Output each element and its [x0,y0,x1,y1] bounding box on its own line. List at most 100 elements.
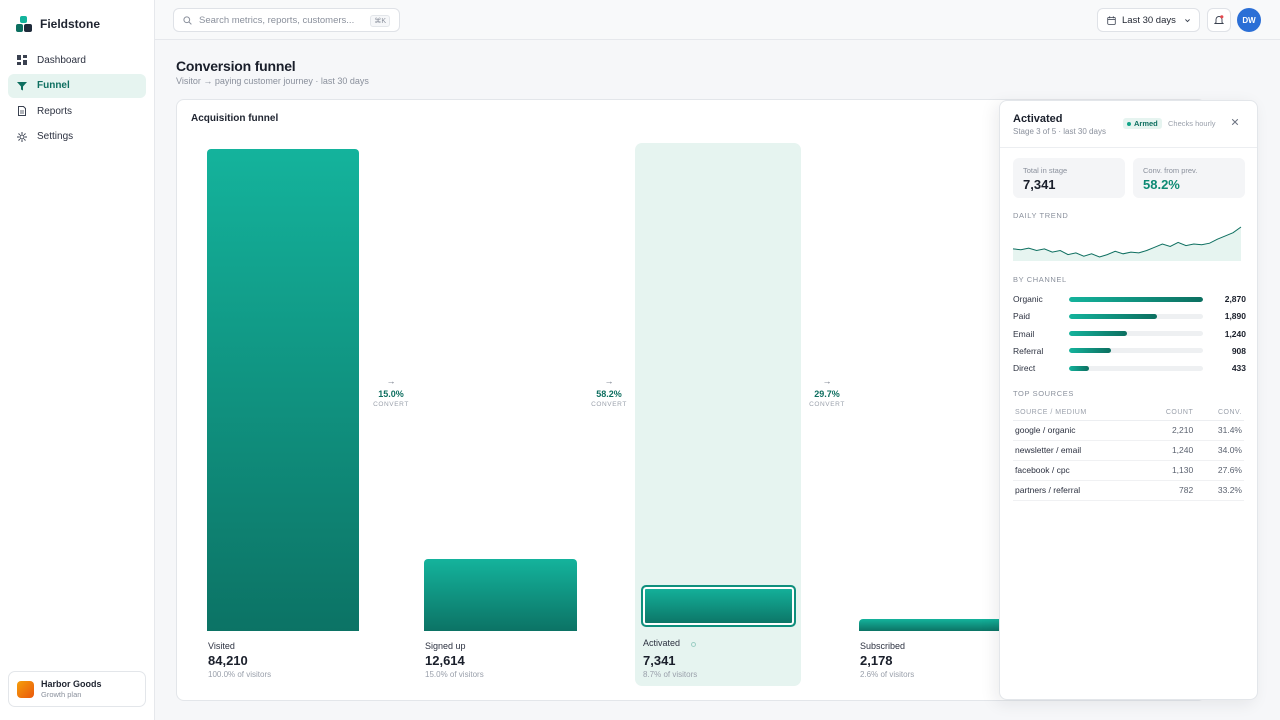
daily-trend-label: DAILY TREND [1013,211,1069,220]
channel-bar-fill [1069,365,1090,371]
status-badge: Armed [1123,118,1162,129]
stage-value: 2,178 [860,653,893,668]
funnel-bar-subscribed[interactable] [859,619,1011,631]
table-row[interactable]: facebook / cpc 1,130 27.6% [1013,460,1244,481]
arrow-right-icon: → [822,376,832,386]
sidebar-item-label: Settings [37,131,74,142]
panel-title: Activated [1013,113,1063,125]
channel-row-organic[interactable]: Organic 2,870 [1013,293,1246,305]
gear-icon [17,131,27,142]
channel-value: 1,240 [1224,328,1246,339]
source-cell: google / organic [1013,420,1141,441]
kpi-label: Conv. from prev. [1143,166,1198,175]
channel-value: 1,890 [1224,311,1246,322]
funnel-bar-activated[interactable] [641,585,796,627]
conv-cell: 31.4% [1195,420,1244,441]
sidebar-item-reports[interactable]: Reports [8,99,146,123]
stage-name: Activated [643,638,681,648]
by-channel-label: BY CHANNEL [1013,275,1067,284]
channel-name: Direct [1013,363,1036,374]
source-cell: partners / referral [1013,480,1141,501]
document-icon [18,106,26,116]
notifications-button[interactable] [1207,8,1231,32]
kpi-value: 58.2% [1143,177,1180,192]
search-shortcut: ⌘K [370,15,390,27]
conv-cell: 33.2% [1195,480,1244,501]
funnel-bar-visited[interactable] [207,149,359,631]
sidebar-item-settings[interactable]: Settings [8,125,146,149]
close-panel-button[interactable] [1229,116,1241,128]
org-avatar [17,680,34,698]
channel-row-referral[interactable]: Referral 908 [1013,345,1246,357]
column-header[interactable]: SOURCE / MEDIUM [1013,406,1141,421]
bell-icon [1214,15,1224,24]
channel-row-email[interactable]: Email 1,240 [1013,328,1246,340]
count-cell: 2,210 [1140,420,1196,441]
sidebar-item-label: Dashboard [37,54,86,66]
search-box[interactable]: ⌘K [173,8,400,32]
channel-bar-fill [1069,296,1203,302]
search-icon [183,15,192,25]
kpi-conversion-from-previous: Conv. from prev. 58.2% [1133,158,1245,198]
kpi-value: 7,341 [1023,177,1056,192]
channel-row-direct[interactable]: Direct 433 [1013,362,1246,374]
panel-subtitle: Stage 3 of 5 · last 30 days [1013,127,1106,136]
fieldstone-logo-icon [16,16,32,32]
kpi-total-in-stage: Total in stage 7,341 [1013,158,1125,198]
date-range-picker[interactable]: Last 30 days [1097,8,1200,32]
channel-value: 433 [1231,363,1246,374]
table-row[interactable]: newsletter / email 1,240 34.0% [1013,440,1244,461]
channel-row-paid[interactable]: Paid 1,890 [1013,310,1246,322]
stage-value: 7,341 [643,653,676,668]
grid-icon [17,55,27,65]
sidebar-item-label: Reports [37,105,73,117]
org-name: Harbor Goods [41,679,102,689]
funnel-bar-signed-up[interactable] [424,559,577,631]
close-icon [1231,118,1239,126]
column-header[interactable]: CONV. [1195,406,1244,421]
channel-bar-track [1069,365,1203,371]
count-cell: 1,130 [1140,460,1196,481]
stage-value: 84,210 [208,653,248,668]
table-header-row: SOURCE / MEDIUM COUNT CONV. [1013,406,1244,421]
kpi-label: Total in stage [1023,166,1068,175]
trend-line [1012,226,1242,258]
channel-value: 908 [1231,345,1246,356]
sidebar-nav: Dashboard Funnel Reports Settings [8,48,146,150]
org-switcher[interactable]: Harbor Goods Growth plan [8,671,146,707]
trend-area [1013,227,1241,261]
sidebar-item-dashboard[interactable]: Dashboard [8,48,146,72]
live-indicator-icon [691,642,696,647]
channel-bar-fill [1069,313,1158,319]
count-cell: 1,240 [1140,440,1196,461]
search-input[interactable] [199,14,369,26]
conversion-label: CONVERT [809,401,845,408]
channel-bar-track [1069,331,1203,337]
sidebar: Fieldstone Dashboard Funnel Reports Sett… [0,0,155,720]
brand[interactable]: Fieldstone [16,16,100,32]
conversion-step-3: → 29.7% CONVERT [797,376,857,408]
status-badge-label: Armed [1134,119,1158,128]
funnel-card-title: Acquisition funnel [191,113,279,124]
sidebar-item-funnel[interactable]: Funnel [8,73,146,98]
conversion-rate: 15.0% [378,389,404,399]
conv-cell: 27.6% [1195,460,1244,481]
user-avatar[interactable]: DW [1237,8,1261,32]
channel-bar-track [1069,348,1203,354]
table-row[interactable]: google / organic 2,210 31.4% [1013,420,1244,441]
stage-percent: 100.0% of visitors [208,670,272,679]
conversion-step-1: → 15.0% CONVERT [361,376,421,408]
top-sources-label: TOP SOURCES [1013,389,1074,398]
topbar: ⌘K Last 30 days DW [155,0,1280,40]
table-row[interactable]: partners / referral 782 33.2% [1013,480,1244,501]
channel-name: Paid [1013,311,1031,322]
channel-name: Referral [1013,345,1044,356]
stage-name: Subscribed [860,641,906,651]
stage-percent: 15.0% of visitors [425,670,484,679]
conversion-rate: 58.2% [596,389,622,399]
stage-percent: 2.6% of visitors [860,670,915,679]
conversion-label: CONVERT [373,401,409,408]
column-header[interactable]: COUNT [1140,406,1196,421]
arrow-right-icon: → [604,376,614,386]
stage-value: 12,614 [425,653,465,668]
